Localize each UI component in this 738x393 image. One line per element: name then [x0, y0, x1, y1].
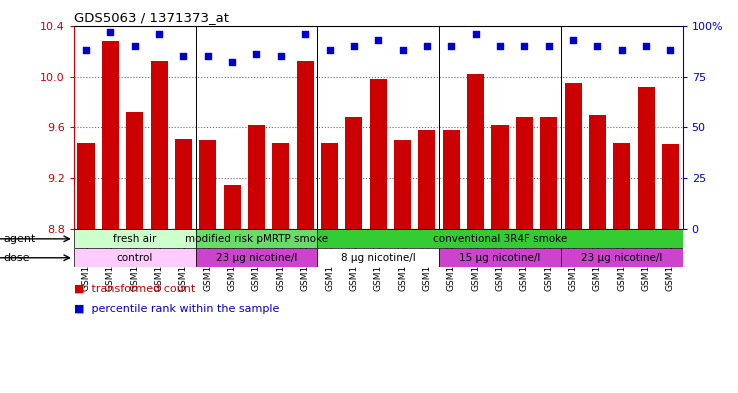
Point: [128, 43, 140, 49]
Text: agent: agent: [4, 234, 36, 244]
Bar: [151, 61, 168, 230]
Point: [421, 43, 432, 49]
Bar: [77, 143, 94, 230]
Text: control: control: [117, 253, 153, 263]
Point: [373, 37, 384, 43]
Bar: [492, 125, 508, 230]
Text: GDS5063 / 1371373_at: GDS5063 / 1371373_at: [74, 11, 229, 24]
Point: [251, 51, 263, 57]
FancyBboxPatch shape: [74, 230, 196, 248]
Bar: [248, 125, 265, 230]
Point: [543, 43, 555, 49]
Text: conventional 3R4F smoke: conventional 3R4F smoke: [433, 234, 567, 244]
Point: [227, 59, 238, 65]
Bar: [345, 117, 362, 230]
Text: 23 μg nicotine/l: 23 μg nicotine/l: [581, 253, 663, 263]
Bar: [321, 143, 338, 230]
Point: [80, 47, 92, 53]
Point: [324, 47, 336, 53]
Bar: [126, 112, 143, 230]
Bar: [394, 140, 411, 230]
Bar: [613, 143, 630, 230]
Text: modified risk pMRTP smoke: modified risk pMRTP smoke: [185, 234, 328, 244]
Point: [446, 43, 458, 49]
FancyBboxPatch shape: [439, 248, 561, 267]
Point: [348, 43, 360, 49]
Point: [518, 43, 530, 49]
FancyBboxPatch shape: [74, 248, 196, 267]
Bar: [224, 185, 241, 230]
Bar: [516, 117, 533, 230]
Bar: [443, 130, 460, 230]
Point: [470, 31, 482, 37]
Text: ■  percentile rank within the sample: ■ percentile rank within the sample: [74, 303, 279, 314]
FancyBboxPatch shape: [196, 230, 317, 248]
Bar: [175, 139, 192, 230]
Bar: [565, 83, 582, 230]
Bar: [467, 74, 484, 230]
Text: 15 μg nicotine/l: 15 μg nicotine/l: [459, 253, 541, 263]
Text: fresh air: fresh air: [113, 234, 156, 244]
FancyBboxPatch shape: [317, 230, 683, 248]
Bar: [418, 130, 435, 230]
Point: [300, 31, 311, 37]
Bar: [272, 143, 289, 230]
Point: [202, 53, 214, 59]
Bar: [297, 61, 314, 230]
Bar: [370, 79, 387, 230]
Bar: [662, 144, 679, 230]
Bar: [199, 140, 216, 230]
Point: [494, 43, 506, 49]
FancyBboxPatch shape: [196, 248, 317, 267]
Bar: [540, 117, 557, 230]
Point: [665, 47, 677, 53]
Text: 23 μg nicotine/l: 23 μg nicotine/l: [215, 253, 297, 263]
Bar: [638, 87, 655, 230]
Point: [154, 31, 165, 37]
Point: [615, 47, 627, 53]
Point: [275, 53, 287, 59]
Text: 8 μg nicotine/l: 8 μg nicotine/l: [341, 253, 415, 263]
Point: [641, 43, 652, 49]
Point: [397, 47, 409, 53]
Bar: [102, 41, 119, 230]
FancyBboxPatch shape: [561, 248, 683, 267]
Point: [105, 29, 117, 35]
Text: dose: dose: [4, 253, 30, 263]
Point: [178, 53, 189, 59]
Point: [567, 37, 579, 43]
Bar: [589, 115, 606, 230]
Text: ■  transformed count: ■ transformed count: [74, 284, 195, 294]
FancyBboxPatch shape: [317, 248, 439, 267]
Point: [592, 43, 604, 49]
